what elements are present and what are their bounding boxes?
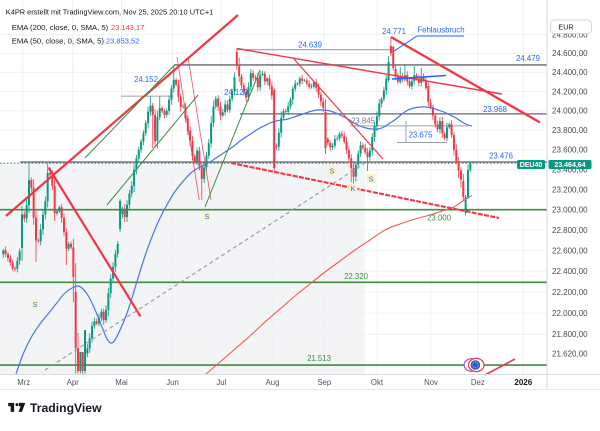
svg-text:24.771: 24.771 bbox=[382, 27, 406, 36]
svg-text:24.600,00: 24.600,00 bbox=[552, 49, 588, 58]
svg-text:EMA (50, close, 0, SMA, 5): EMA (50, close, 0, SMA, 5) bbox=[12, 37, 105, 46]
svg-text:23.000: 23.000 bbox=[427, 214, 452, 223]
svg-text:Jun: Jun bbox=[166, 378, 179, 387]
svg-text:23.800,00: 23.800,00 bbox=[552, 126, 588, 135]
svg-text:S: S bbox=[369, 176, 374, 183]
svg-text:Nov: Nov bbox=[424, 378, 438, 387]
svg-text:22.200,00: 22.200,00 bbox=[552, 288, 588, 297]
svg-text:Okt: Okt bbox=[371, 378, 384, 387]
svg-text:23.476: 23.476 bbox=[489, 152, 513, 161]
svg-text:23.464,64: 23.464,64 bbox=[554, 162, 585, 169]
svg-text:Aug: Aug bbox=[266, 378, 280, 387]
svg-text:22.400,00: 22.400,00 bbox=[552, 267, 588, 276]
svg-text:Apr: Apr bbox=[67, 378, 80, 387]
svg-text:23.845: 23.845 bbox=[351, 117, 376, 126]
svg-text:21.620,00: 21.620,00 bbox=[552, 349, 588, 358]
svg-text:EMA (200, close, 0, SMA, 5): EMA (200, close, 0, SMA, 5) bbox=[12, 23, 109, 32]
svg-text:EUR: EUR bbox=[558, 23, 573, 32]
svg-text:23.200,00: 23.200,00 bbox=[552, 185, 588, 194]
svg-text:23.675: 23.675 bbox=[409, 131, 434, 140]
svg-text:24.639: 24.639 bbox=[298, 41, 322, 50]
svg-text:23.853,52: 23.853,52 bbox=[106, 37, 139, 46]
svg-text:Dez: Dez bbox=[471, 378, 485, 387]
svg-text:Fehlausbruch: Fehlausbruch bbox=[417, 26, 464, 35]
svg-text:22.600,00: 22.600,00 bbox=[552, 246, 588, 255]
svg-text:24.400,00: 24.400,00 bbox=[552, 68, 588, 77]
svg-text:24.000,00: 24.000,00 bbox=[552, 107, 588, 116]
svg-text:24.800,00: 24.800,00 bbox=[552, 30, 588, 39]
svg-text:23.968: 23.968 bbox=[483, 105, 507, 114]
svg-text:S: S bbox=[330, 168, 335, 175]
svg-text:K4PR erstellt mit TradingView.: K4PR erstellt mit TradingView.com, Nov 2… bbox=[6, 8, 214, 17]
svg-text:22.000,00: 22.000,00 bbox=[552, 309, 588, 318]
svg-text:Mrz: Mrz bbox=[17, 378, 30, 387]
svg-text:22.320: 22.320 bbox=[344, 272, 369, 281]
svg-text:DEU40: DEU40 bbox=[520, 162, 543, 169]
svg-text:23.000,00: 23.000,00 bbox=[552, 206, 588, 215]
svg-text:TradingView: TradingView bbox=[30, 401, 102, 415]
svg-text:21.513: 21.513 bbox=[307, 354, 331, 363]
svg-text:23.400,00: 23.400,00 bbox=[552, 165, 588, 174]
svg-text:22.800,00: 22.800,00 bbox=[552, 226, 588, 235]
svg-text:24.200,00: 24.200,00 bbox=[552, 87, 588, 96]
svg-text:21.800,00: 21.800,00 bbox=[552, 330, 588, 339]
svg-text:24.152: 24.152 bbox=[134, 75, 158, 84]
svg-text:Sep: Sep bbox=[317, 378, 332, 387]
svg-text:Jul: Jul bbox=[216, 378, 226, 387]
svg-text:S: S bbox=[33, 302, 38, 309]
svg-text:23.600,00: 23.600,00 bbox=[552, 146, 588, 155]
svg-text:24.479: 24.479 bbox=[516, 54, 540, 63]
svg-text:Mai: Mai bbox=[115, 378, 128, 387]
svg-text:23.143,17: 23.143,17 bbox=[111, 23, 144, 32]
svg-text:2026: 2026 bbox=[514, 378, 532, 387]
svg-text:24.120: 24.120 bbox=[224, 88, 249, 97]
svg-text:S: S bbox=[205, 214, 210, 221]
svg-text:K: K bbox=[351, 186, 356, 193]
